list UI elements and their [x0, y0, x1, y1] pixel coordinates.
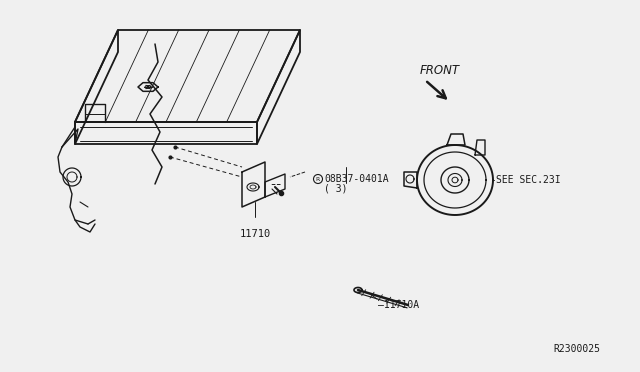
Text: 11710: 11710	[239, 229, 271, 239]
Text: SEE SEC.23I: SEE SEC.23I	[496, 175, 561, 185]
Text: ( 3): ( 3)	[324, 183, 348, 193]
Text: R2300025: R2300025	[553, 344, 600, 354]
Text: —11710A: —11710A	[378, 300, 419, 310]
Text: 08B37-0401A: 08B37-0401A	[324, 174, 388, 184]
Text: R: R	[316, 176, 320, 182]
Text: FRONT: FRONT	[420, 64, 460, 77]
